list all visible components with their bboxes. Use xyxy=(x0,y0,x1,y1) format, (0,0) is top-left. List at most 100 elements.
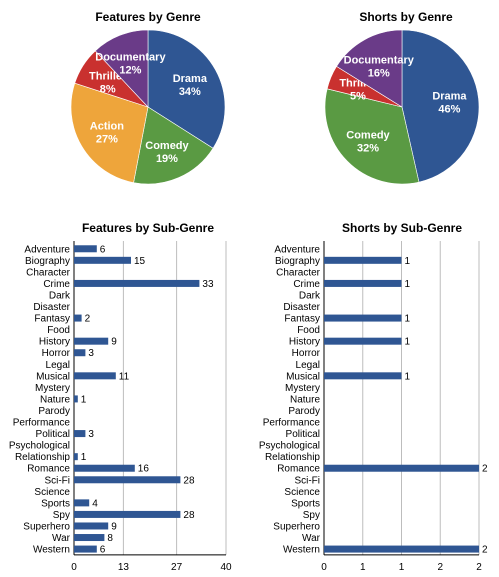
features-bar-value-label: 6 xyxy=(100,244,106,255)
shorts-bar-category-label: Psychological xyxy=(259,441,320,452)
features-bar-value-label: 9 xyxy=(111,337,117,348)
features-bar-category-label: Political xyxy=(36,429,70,440)
features-bar-category-label: Science xyxy=(34,487,70,498)
shorts-bar-category-label: Crime xyxy=(293,279,320,290)
features-bar-bar-superhero xyxy=(74,522,109,530)
shorts-bar-value-label: 1 xyxy=(405,256,411,267)
shorts-bar-category-label: Nature xyxy=(290,394,320,405)
shorts-bar-value-label: 1 xyxy=(405,371,411,382)
features-pie-slice-percent-thriller: 8% xyxy=(100,83,116,95)
shorts-pie-slice-percent-drama: 46% xyxy=(438,104,460,116)
features-bar-value-label: 16 xyxy=(138,464,150,475)
features-by-genre-pie: Drama34%Comedy19%Action27%Thriller8%Docu… xyxy=(70,29,226,185)
features-bar-category-label: War xyxy=(52,533,71,544)
shorts-bar-tick-label: 1 xyxy=(360,562,366,573)
shorts-bar-category-label: Biography xyxy=(275,256,320,267)
features-bar-category-label: Fantasy xyxy=(34,314,70,325)
features-bar-value-label: 9 xyxy=(111,521,117,532)
shorts-bar-category-label: Disaster xyxy=(283,302,320,313)
shorts-bar-category-label: Political xyxy=(286,429,320,440)
features-bar-tick-label: 13 xyxy=(118,562,130,573)
features-bar-value-label: 6 xyxy=(100,545,106,556)
features-bar-category-label: Biography xyxy=(25,256,70,267)
shorts-by-genre-title: Shorts by Genre xyxy=(359,10,453,24)
shorts-bar-category-label: Sports xyxy=(291,498,320,509)
features-bar-tick-label: 0 xyxy=(71,562,77,573)
features-bar-value-label: 3 xyxy=(88,429,94,440)
features-bar-category-label: Performance xyxy=(13,418,71,429)
shorts-by-subgenre-title: Shorts by Sub-Genre xyxy=(341,221,463,235)
features-bar-value-label: 15 xyxy=(134,256,146,267)
shorts-pie-slice-comedy xyxy=(324,88,420,185)
features-bar-bar-nature xyxy=(74,395,78,403)
features-bar-category-label: Crime xyxy=(43,279,70,290)
features-bar-category-label: Superhero xyxy=(23,521,70,532)
features-bar-category-label: Legal xyxy=(46,360,70,371)
features-pie-slice-label-comedy: Comedy xyxy=(145,140,189,152)
shorts-bar-value-label: 1 xyxy=(405,279,411,290)
shorts-bar-tick-label: 2 xyxy=(476,562,482,573)
features-bar-bar-biography xyxy=(74,256,131,264)
features-bar-category-label: Western xyxy=(33,545,70,556)
features-bar-category-label: Relationship xyxy=(15,452,70,463)
shorts-pie-slice-label-documentary: Documentary xyxy=(344,54,415,66)
features-bar-bar-history xyxy=(74,337,109,345)
shorts-bar-category-label: Western xyxy=(283,545,320,556)
features-pie-slice-percent-action: 27% xyxy=(96,133,118,145)
features-by-subgenre-title: Features by Sub-Genre xyxy=(81,221,215,235)
shorts-bar-category-label: Performance xyxy=(263,418,321,429)
features-pie-slice-label-action: Action xyxy=(90,120,125,132)
features-bar-value-label: 2 xyxy=(85,314,91,325)
features-pie-slice-comedy xyxy=(133,106,214,185)
shorts-bar-bar-crime xyxy=(324,279,402,287)
shorts-bar-value-label: 2 xyxy=(482,464,488,475)
features-bar-bar-romance xyxy=(74,464,135,472)
features-bar-value-label: 3 xyxy=(88,348,94,359)
features-by-genre-title: Features by Genre xyxy=(95,10,201,24)
shorts-pie-slice-drama xyxy=(401,29,480,183)
features-bar-value-label: 1 xyxy=(81,452,87,463)
shorts-bar-category-label: War xyxy=(302,533,321,544)
features-bar-bar-relationship xyxy=(74,453,78,461)
features-bar-value-label: 8 xyxy=(107,533,113,544)
features-bar-bar-war xyxy=(74,534,105,542)
features-bar-category-label: Romance xyxy=(27,464,70,475)
features-bar-tick-label: 27 xyxy=(171,562,183,573)
features-bar-bar-political xyxy=(74,430,86,438)
shorts-bar-category-label: Fantasy xyxy=(284,314,320,325)
shorts-bar-category-label: Mystery xyxy=(285,383,320,394)
shorts-bar-category-label: Food xyxy=(297,325,320,336)
shorts-pie-slice-percent-documentary: 16% xyxy=(368,67,390,79)
shorts-bar-tick-label: 0 xyxy=(321,562,327,573)
shorts-bar-category-label: Spy xyxy=(303,510,320,521)
shorts-bar-bar-fantasy xyxy=(324,314,402,322)
shorts-bar-category-label: Adventure xyxy=(274,244,320,255)
features-bar-category-label: Mystery xyxy=(35,383,70,394)
features-pie-slice-documentary xyxy=(94,29,149,108)
features-bar-category-label: Spy xyxy=(53,510,70,521)
shorts-bar-category-label: Parody xyxy=(288,406,320,417)
shorts-pie-slice-percent-comedy: 32% xyxy=(357,142,379,154)
features-bar-bar-western xyxy=(74,545,97,553)
features-bar-bar-sci-fi xyxy=(74,476,181,484)
shorts-pie-slice-label-comedy: Comedy xyxy=(346,129,390,141)
shorts-bar-bar-musical xyxy=(324,372,402,380)
features-bar-category-label: Sports xyxy=(41,498,70,509)
features-bar-bar-crime xyxy=(74,279,200,287)
shorts-bar-value-label: 1 xyxy=(405,337,411,348)
shorts-pie-slice-label-drama: Drama xyxy=(432,91,467,103)
features-pie-slice-percent-documentary: 12% xyxy=(119,65,141,77)
shorts-bar-category-label: Character xyxy=(276,267,321,278)
features-bar-category-label: History xyxy=(39,337,70,348)
features-bar-bar-musical xyxy=(74,372,116,380)
features-pie-slice-drama xyxy=(147,29,226,149)
shorts-bar-category-label: Relationship xyxy=(265,452,320,463)
features-bar-category-label: Horror xyxy=(42,348,71,359)
shorts-bar-bar-history xyxy=(324,337,402,345)
features-bar-category-label: Sci-Fi xyxy=(44,475,70,486)
features-bar-category-label: Parody xyxy=(38,406,70,417)
features-pie-slice-label-documentary: Documentary xyxy=(95,52,166,64)
features-pie-slice-label-drama: Drama xyxy=(173,73,208,85)
features-bar-category-label: Nature xyxy=(40,394,70,405)
